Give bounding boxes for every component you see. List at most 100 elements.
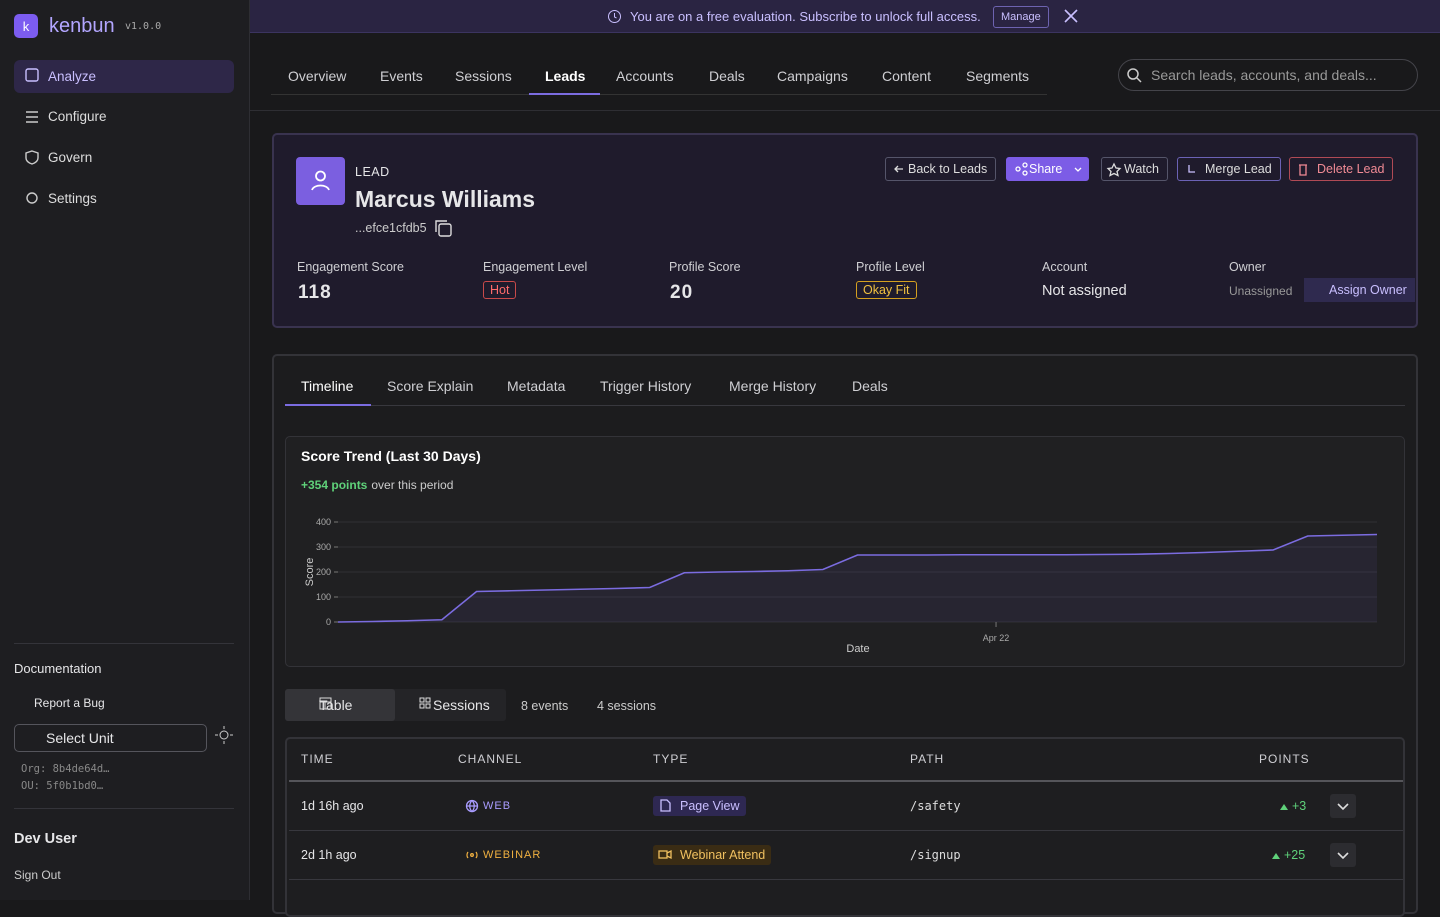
- column-header: CHANNEL: [458, 752, 523, 766]
- score-chart: Score Trend (Last 30 Days) +354 points ov…: [285, 436, 1405, 667]
- avatar: [296, 157, 345, 205]
- org-id: Org: 8b4de64d…: [21, 763, 110, 775]
- sign-out[interactable]: Sign Out: [14, 868, 61, 882]
- copy-icon[interactable]: [433, 218, 453, 238]
- row-icons: [465, 794, 1356, 867]
- toggle-icons: [319, 697, 431, 710]
- detail-tab[interactable]: Score Explain: [387, 378, 474, 394]
- stat-label: Account: [1042, 260, 1088, 274]
- bug-link[interactable]: Report a Bug: [34, 696, 105, 710]
- detail-tab[interactable]: Metadata: [507, 378, 566, 394]
- delete-button[interactable]: Delete Lead: [1289, 157, 1394, 181]
- detail-tab[interactable]: Timeline: [301, 378, 354, 394]
- x-axis-label: Date: [846, 643, 869, 655]
- detail-tab[interactable]: Deals: [852, 378, 888, 394]
- column-header: PATH: [910, 752, 945, 766]
- table-toggle[interactable]: Table: [285, 689, 395, 721]
- top-tab[interactable]: Campaigns: [777, 68, 848, 84]
- cell-channel: WEBINAR: [483, 849, 542, 861]
- lead-kicker: LEAD: [355, 165, 390, 179]
- nav-item[interactable]: Govern: [48, 150, 93, 165]
- cell-channel: WEB: [483, 800, 512, 812]
- tab-indicator: [285, 404, 371, 406]
- cell-points: +25: [1284, 848, 1306, 862]
- owner-value: Unassigned: [1229, 284, 1293, 298]
- lead-card: [272, 133, 1418, 328]
- close-banner[interactable]: [1064, 9, 1078, 23]
- cell-points: +3: [1292, 799, 1307, 813]
- nav-item[interactable]: Analyze: [14, 60, 234, 93]
- top-tab[interactable]: Sessions: [455, 68, 512, 84]
- top-tab[interactable]: Segments: [966, 68, 1030, 84]
- summary-points: +354 points: [301, 478, 368, 492]
- lead-id: ...efce1cfdb5: [355, 221, 427, 235]
- y-tick-label: 200: [316, 567, 331, 577]
- stat-label: Profile Score: [669, 260, 741, 274]
- cell-path: /safety: [910, 799, 961, 813]
- column-header: TYPE: [653, 752, 689, 766]
- y-tick-label: 100: [316, 592, 331, 602]
- cell-time: 1d 16h ago: [301, 799, 364, 813]
- cell-path: /signup: [910, 848, 961, 862]
- stat-value: 118: [298, 282, 332, 303]
- search-icon: [1127, 68, 1142, 83]
- user-name: Dev User: [14, 831, 77, 847]
- detail-tab[interactable]: Merge History: [729, 378, 817, 394]
- line-area: [338, 534, 1377, 622]
- banner-icon: [608, 10, 621, 23]
- top-tab[interactable]: Leads: [545, 68, 586, 84]
- ou-id: OU: 5f0b1bd0…: [21, 780, 104, 792]
- session-count: 4 sessions: [597, 699, 657, 713]
- column-header: TIME: [301, 752, 334, 766]
- stat-label: Profile Level: [856, 260, 925, 274]
- events-table: [285, 737, 1405, 917]
- sessions-toggle[interactable]: Sessions: [433, 697, 490, 713]
- share-button[interactable]: Share: [1006, 157, 1090, 181]
- lead-name: Marcus Williams: [355, 186, 536, 212]
- divider: [14, 808, 234, 809]
- row-line: [289, 879, 1403, 880]
- nav-item[interactable]: Settings: [48, 191, 97, 206]
- tab-indicator: [529, 93, 600, 95]
- top-tab[interactable]: Overview: [288, 68, 347, 84]
- banner: [250, 0, 1440, 33]
- top-tab[interactable]: Content: [882, 68, 932, 84]
- nav-icons: [25, 68, 39, 204]
- header-line: [250, 110, 1440, 111]
- back-button[interactable]: Back to Leads: [885, 157, 997, 181]
- watch-button[interactable]: Watch: [1101, 157, 1168, 181]
- button-icons: [894, 162, 1307, 177]
- divider: [14, 643, 234, 644]
- event-count: 8 events: [521, 699, 569, 713]
- top-tab[interactable]: Accounts: [616, 68, 674, 84]
- nav-item[interactable]: Configure: [48, 109, 107, 124]
- top-tab[interactable]: Events: [380, 68, 423, 84]
- docs-link[interactable]: Documentation: [14, 661, 102, 676]
- manage-button[interactable]: Manage: [993, 6, 1049, 28]
- top-tab[interactable]: Deals: [709, 68, 745, 84]
- row-line: [289, 830, 1403, 831]
- table-header-line: [289, 780, 1403, 782]
- cell-type: Webinar Attend: [653, 845, 772, 865]
- tabs-line: [285, 405, 1405, 406]
- svg-text:k: k: [23, 19, 30, 34]
- cell-type: Page View: [653, 796, 746, 816]
- detail-tab[interactable]: Trigger History: [600, 378, 692, 394]
- sidebar: k kenbun v1.0.0 Analyze Configure Govern…: [0, 0, 250, 900]
- column-header: POINTS: [1259, 752, 1310, 766]
- logo: k: [14, 14, 38, 38]
- score-line: [337, 533, 1378, 623]
- banner-text: You are on a free evaluation. Subscribe …: [630, 9, 981, 24]
- merge-button[interactable]: Merge Lead: [1177, 157, 1281, 181]
- theme-toggle[interactable]: [214, 725, 234, 745]
- brand: kenbun: [49, 15, 115, 37]
- assign-owner-button[interactable]: Assign Owner: [1304, 278, 1415, 302]
- stat-label: Engagement Score: [297, 260, 405, 274]
- version: v1.0.0: [125, 21, 162, 32]
- unit-select[interactable]: Select Unit: [14, 724, 207, 752]
- level-badge: Hot: [483, 281, 517, 299]
- y-tick-label: 400: [316, 517, 331, 527]
- cell-time: 2d 1h ago: [301, 848, 357, 862]
- search-box[interactable]: Search leads, accounts, and deals...: [1118, 59, 1418, 91]
